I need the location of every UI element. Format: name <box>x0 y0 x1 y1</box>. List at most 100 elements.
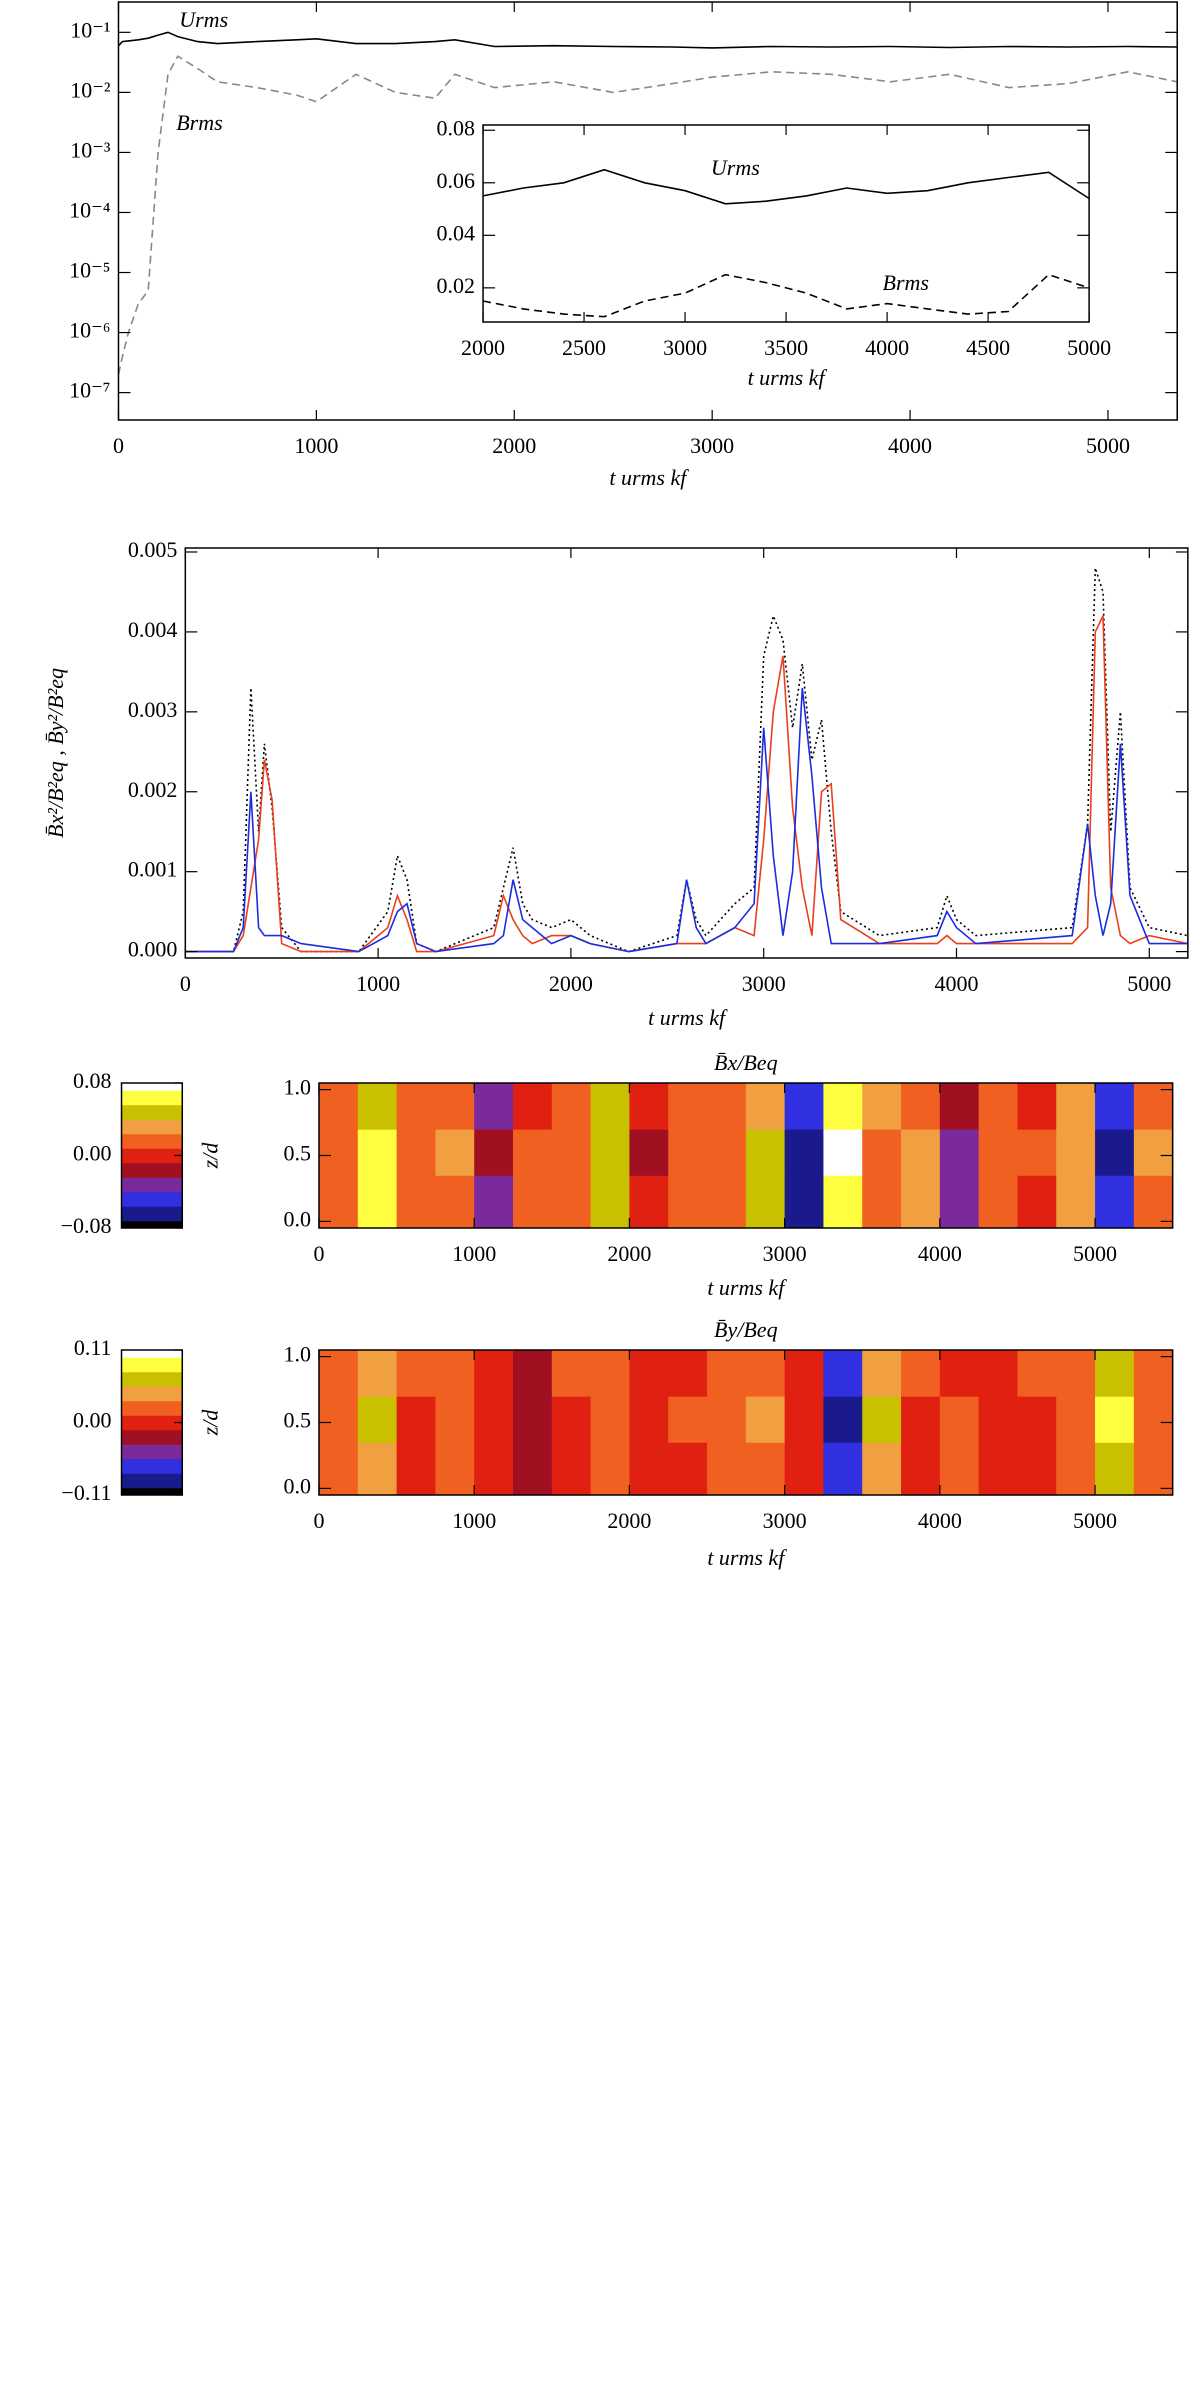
y-tick-label: 0.02 <box>437 273 476 298</box>
heat-cell <box>745 1083 786 1130</box>
colorbar-step <box>121 1184 183 1188</box>
colorbar-label: 0.00 <box>73 1141 112 1166</box>
heat-cell <box>435 1083 475 1130</box>
colorbar-step <box>121 1357 183 1361</box>
x-tick-label: 3000 <box>690 433 734 458</box>
heat-cell <box>590 1442 630 1496</box>
colorbar-step <box>121 1203 183 1207</box>
y-tick-label: 10⁻³ <box>70 137 111 162</box>
x-tick-label: 4000 <box>934 971 978 996</box>
colorbar-step <box>121 1371 183 1375</box>
colorbar-step <box>121 1470 183 1474</box>
heat-cell <box>784 1175 824 1229</box>
colorbar-step <box>121 1480 183 1484</box>
x-tick-label: 2000 <box>492 433 536 458</box>
colorbar-step <box>121 1199 183 1202</box>
y-axis-label: z/d <box>198 1409 223 1437</box>
colorbar-step <box>121 1141 183 1144</box>
heat-cell <box>513 1083 553 1130</box>
colorbar-step <box>121 1085 183 1089</box>
heat-cell <box>668 1350 708 1397</box>
x-axis-label: t urms kf <box>707 1545 787 1570</box>
x-tick-label: 0 <box>180 971 191 996</box>
y-axis-label: z/d <box>198 1142 223 1170</box>
colorbar-step <box>121 1097 183 1101</box>
colorbar-step <box>121 1208 183 1212</box>
x-tick-label: 2000 <box>461 335 505 360</box>
heat-cell <box>1095 1083 1135 1130</box>
y-tick-label: 10⁻¹ <box>70 17 110 42</box>
colorbar-step <box>121 1099 183 1103</box>
colorbar-step <box>121 1090 183 1094</box>
colorbar-step <box>121 1350 183 1353</box>
colorbar-step <box>121 1427 183 1431</box>
colorbar-step <box>121 1352 183 1356</box>
colorbar-step <box>121 1191 183 1195</box>
heat-cell <box>1056 1129 1096 1176</box>
heat-cell <box>745 1350 786 1397</box>
colorbar-step <box>121 1196 183 1200</box>
colorbar-step <box>121 1201 183 1205</box>
heat-cell <box>1133 1350 1174 1397</box>
heat-cell <box>1056 1175 1096 1229</box>
heat-cell <box>823 1175 863 1229</box>
colorbar-step <box>121 1167 183 1171</box>
colorbar-step <box>121 1104 183 1108</box>
heat-cell <box>745 1175 786 1229</box>
heat-cell <box>474 1083 514 1130</box>
heat-cell <box>629 1083 669 1130</box>
heat-cell <box>707 1129 747 1176</box>
heat-cell <box>629 1350 669 1397</box>
heat-cell <box>939 1129 980 1176</box>
heat-cell <box>513 1442 553 1496</box>
colorbar-step <box>121 1408 183 1411</box>
heat-cell <box>551 1396 592 1443</box>
heat-cell <box>1056 1350 1096 1397</box>
x-tick-label: 3000 <box>763 1241 807 1266</box>
heat-cell <box>707 1175 747 1229</box>
heat-cell <box>318 1175 359 1229</box>
colorbar-step <box>121 1211 183 1214</box>
colorbar-step <box>121 1092 183 1096</box>
colorbar-step <box>121 1422 183 1426</box>
x-axis-label: t urms kf <box>609 465 689 490</box>
heat-cell <box>474 1350 514 1397</box>
colorbar-step <box>121 1492 183 1496</box>
colorbar-step <box>121 1220 183 1224</box>
colorbar-step <box>121 1403 183 1407</box>
y-axis-label: B̄x²/B²eq , B̄y²/B²eq <box>43 668 68 838</box>
colorbar-step <box>121 1354 183 1358</box>
heat-cell <box>978 1442 1018 1496</box>
colorbar-step <box>121 1119 183 1123</box>
heat-cell <box>396 1175 436 1229</box>
colorbar-step <box>121 1189 183 1193</box>
x-tick-label: 0 <box>113 433 124 458</box>
y-tick-label: 0.5 <box>283 1141 311 1166</box>
colorbar-step <box>121 1364 183 1368</box>
heat-cell <box>474 1442 514 1496</box>
heat-cell <box>357 1396 398 1443</box>
colorbar-step <box>121 1362 183 1365</box>
heat-cell <box>357 1129 398 1176</box>
colorbar-step <box>121 1490 183 1494</box>
y-tick-label: 0.08 <box>437 115 476 140</box>
x-tick-label: 2000 <box>549 971 593 996</box>
colorbar-step <box>121 1393 183 1397</box>
x-tick-label: 4000 <box>865 335 909 360</box>
heat-cell <box>357 1350 398 1397</box>
colorbar-step <box>121 1415 183 1419</box>
colorbar-step <box>121 1369 183 1373</box>
colorbar-step <box>121 1138 183 1142</box>
heat-cell <box>474 1129 514 1176</box>
heat-cell <box>668 1442 708 1496</box>
heat-cell <box>590 1129 630 1176</box>
heat-cell <box>862 1396 902 1443</box>
colorbar-step <box>121 1153 183 1156</box>
heat-cell <box>1095 1442 1135 1496</box>
y-tick-label: 10⁻⁴ <box>69 198 111 223</box>
heat-cell <box>513 1175 553 1229</box>
colorbar-step <box>121 1179 183 1183</box>
colorbar-step <box>121 1434 183 1438</box>
colorbar-step <box>121 1487 183 1491</box>
